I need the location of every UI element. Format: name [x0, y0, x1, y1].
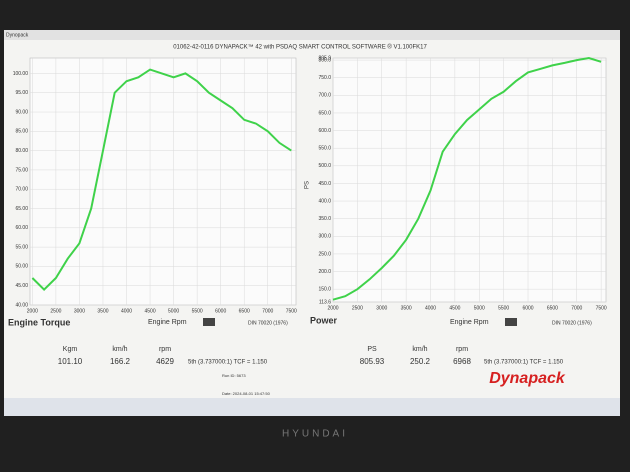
y-tick-label: 60.00: [15, 225, 28, 231]
y-tick-label: 300.0: [318, 234, 331, 240]
plot-area: [29, 57, 297, 306]
y-tick-label: 45.00: [15, 283, 28, 289]
y-tick-label: 65.00: [15, 206, 28, 212]
taskbar: [4, 398, 620, 416]
x-label: Engine Rpm: [148, 319, 187, 326]
x-label: Engine Rpm: [450, 319, 489, 326]
readout-value: 250.2: [410, 357, 431, 366]
y-tick-label: 55.00: [15, 244, 28, 250]
x-tick-label: 6000: [215, 308, 226, 314]
y-tick-label: 100.00: [13, 71, 29, 77]
x-tick-label: 3500: [97, 308, 108, 314]
x-tick-label: 2000: [327, 305, 338, 311]
y-tick-label: 550.0: [318, 146, 331, 152]
app-title: 01062-42-0116 DYNAPACK™ 42 with PSDAQ SM…: [173, 44, 427, 51]
x-tick-label: 6000: [522, 305, 533, 311]
x-tick-label: 5000: [168, 308, 179, 314]
readout-label: km/h: [112, 346, 127, 353]
y-tick-label: 70.00: [15, 187, 28, 193]
x-tick-label: 3000: [74, 308, 85, 314]
y-tick-label: 95.00: [15, 90, 28, 96]
x-tick-label: 2000: [27, 308, 38, 314]
readout-value: 805.93: [360, 357, 385, 366]
y-tick-label: 150.0: [318, 286, 331, 292]
readout-label: rpm: [159, 346, 171, 353]
gear-info: 5th (3.737000:1) TCF = 1.150: [484, 360, 564, 366]
y-tick-label: 750.0: [318, 75, 331, 81]
y-tick-label: 400.0: [318, 198, 331, 204]
y-tick-label: 500.0: [318, 163, 331, 169]
x-tick-label: 2500: [50, 308, 61, 314]
y-tick-label: 90.00: [15, 109, 28, 115]
x-tick-label: 4000: [121, 308, 132, 314]
x-tick-label: 4500: [449, 305, 460, 311]
x-tick-label: 4500: [144, 308, 155, 314]
readout-value: 101.10: [58, 357, 83, 366]
y-tick-label: 805.9: [318, 55, 331, 61]
window-title: Dynopack: [6, 32, 29, 38]
readout-value: 4629: [156, 357, 174, 366]
y-tick-label: 50.00: [15, 264, 28, 270]
standard: DIN 70020 (1976): [248, 320, 288, 326]
x-tick-label: 7000: [571, 305, 582, 311]
y-tick-label: 700.0: [318, 93, 331, 99]
x-tick-label: 7000: [262, 308, 273, 314]
y-tick-label: 600.0: [318, 128, 331, 134]
y-tick-label: 200.0: [318, 269, 331, 275]
y-tick-label: 80.00: [15, 148, 28, 154]
x-tick-label: 4000: [425, 305, 436, 311]
x-tick-label: 7500: [286, 308, 297, 314]
y-label: PS: [305, 181, 311, 189]
data-line: [31, 68, 292, 292]
bezel-brand: HYUNDAI: [282, 429, 348, 440]
readout-label: rpm: [456, 346, 468, 353]
dropdown[interactable]: [505, 318, 517, 326]
y-tick-label: 250.0: [318, 251, 331, 257]
readout-value: 6968: [453, 357, 471, 366]
run-id: Run ID: 5673: [222, 373, 246, 378]
chart-title: Engine Torque: [8, 317, 70, 327]
readout-label: km/h: [412, 346, 427, 353]
y-tick-label: 85.00: [15, 129, 28, 135]
dropdown[interactable]: [203, 318, 215, 326]
readout-label: PS: [367, 346, 377, 353]
y-tick-label: 650.0: [318, 110, 331, 116]
x-tick-label: 6500: [239, 308, 250, 314]
plot-area: [332, 57, 607, 303]
standard: DIN 70020 (1976): [552, 320, 592, 326]
y-tick-label: 450.0: [318, 181, 331, 187]
y-tick-label: 800.0: [318, 57, 331, 63]
x-tick-label: 5000: [474, 305, 485, 311]
gear-info: 5th (3.737000:1) TCF = 1.150: [188, 360, 268, 366]
data-line: [332, 56, 602, 301]
y-tick-label: 75.00: [15, 167, 28, 173]
logo: Dynapack: [489, 370, 566, 387]
window-bar: [4, 30, 620, 40]
x-tick-label: 2500: [352, 305, 363, 311]
readout-value: 166.2: [110, 357, 131, 366]
y-tick-label: 350.0: [318, 216, 331, 222]
x-tick-label: 5500: [498, 305, 509, 311]
y-tick-label: 113.6: [319, 299, 331, 305]
x-tick-label: 5500: [192, 308, 203, 314]
chart-title: Power: [310, 315, 338, 325]
x-tick-label: 3500: [401, 305, 412, 311]
x-tick-label: 7500: [596, 305, 607, 311]
readout-label: Kgm: [63, 346, 78, 353]
x-tick-label: 3000: [376, 305, 387, 311]
run-date: Date: 2024-08-01 15:47:50: [222, 391, 271, 396]
x-tick-label: 6500: [547, 305, 558, 311]
y-tick-label: 40.00: [15, 302, 28, 308]
